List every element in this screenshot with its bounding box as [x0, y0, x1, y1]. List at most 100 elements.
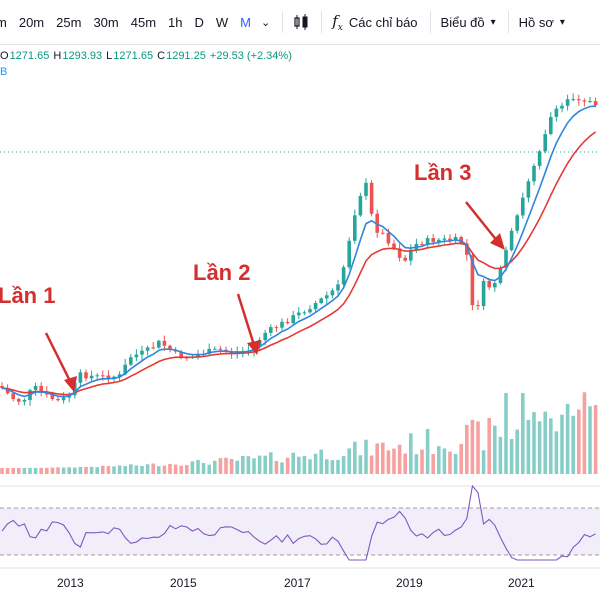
- close-key: C: [157, 50, 166, 62]
- chart-type-label: Biểu đồ: [440, 14, 485, 30]
- volume-bar: [179, 465, 183, 474]
- x-axis-label: 2013: [57, 576, 84, 590]
- volume-bar: [330, 460, 335, 474]
- candle-body: [280, 321, 284, 328]
- volume-bar: [134, 465, 139, 474]
- volume-bar: [308, 459, 312, 474]
- candle-body: [509, 230, 514, 251]
- annotation-arrow-3: [465, 201, 505, 250]
- x-axis-label: 2021: [508, 576, 535, 590]
- candle-body: [425, 238, 430, 245]
- indicators-button[interactable]: fx Các chỉ báo: [332, 12, 417, 33]
- volume-bar: [313, 453, 318, 474]
- volume-bar: [459, 444, 463, 474]
- chart-type-button[interactable]: Biểu đồ ▾: [441, 15, 496, 30]
- timeframe-30m[interactable]: 30m: [93, 14, 119, 30]
- candle-body: [526, 181, 531, 198]
- profile-button[interactable]: Hồ sơ ▾: [519, 15, 565, 30]
- close-value: 1291.25: [166, 50, 206, 62]
- candle-body: [50, 394, 55, 400]
- volume-bar: [543, 411, 547, 474]
- timeframe-25m[interactable]: 25m: [56, 14, 82, 30]
- candle-body: [420, 243, 424, 245]
- volume-bar: [17, 467, 21, 474]
- candle-body: [336, 284, 340, 291]
- low-value: 1271.65: [113, 50, 154, 62]
- volume-bar: [190, 461, 195, 474]
- candle-body: [498, 267, 503, 283]
- timeframe-d[interactable]: D: [194, 14, 204, 30]
- volume-bar: [420, 449, 424, 474]
- volume-bar: [560, 414, 564, 474]
- volume-bar: [437, 446, 441, 474]
- candle-body: [302, 312, 307, 314]
- volume-bar: [218, 458, 223, 474]
- price-chart[interactable]: [0, 44, 600, 574]
- volume-bar: [347, 448, 351, 474]
- candle-body: [207, 348, 211, 354]
- candle-body: [145, 347, 150, 351]
- volume-bar: [532, 412, 536, 474]
- volume-bar: [465, 424, 469, 474]
- volume-bar: [224, 457, 228, 474]
- candle-body: [448, 238, 452, 241]
- timeframe-20m[interactable]: 20m: [18, 14, 45, 30]
- volume-bar: [5, 467, 10, 474]
- volume-bar: [549, 418, 553, 474]
- volume-bar: [140, 465, 144, 474]
- candle-body: [364, 182, 368, 196]
- volume-bar: [504, 392, 508, 474]
- volume-bar: [162, 465, 167, 474]
- volume-bar: [381, 442, 385, 474]
- candle-body: [504, 250, 508, 268]
- volume-bar: [577, 409, 581, 474]
- volume-bar: [403, 453, 407, 474]
- volume-bar: [151, 463, 155, 474]
- volume-bar: [157, 466, 161, 474]
- volume-bar: [582, 392, 587, 474]
- volume-bar: [61, 467, 66, 474]
- candle-body: [521, 197, 525, 216]
- volume-bar: [498, 436, 503, 474]
- candle-body: [392, 243, 396, 249]
- volume-bar: [319, 449, 323, 474]
- timeframe-chevron-down-icon[interactable]: ⌄: [261, 16, 271, 29]
- volume-bar: [341, 456, 346, 474]
- volume-bar: [95, 467, 99, 474]
- volume-bar: [207, 464, 211, 474]
- candle-body: [157, 340, 161, 348]
- candle-body: [101, 375, 105, 377]
- volume-bar: [50, 467, 55, 474]
- volume-bar: [554, 431, 559, 474]
- timeframe-m[interactable]: M: [240, 14, 252, 30]
- candle-body: [397, 248, 402, 258]
- volume-bar: [73, 467, 77, 474]
- volume-bar: [297, 456, 301, 474]
- volume-bar: [0, 467, 4, 474]
- candle-body: [341, 267, 346, 285]
- candle-body: [515, 215, 519, 231]
- candle-body: [470, 254, 475, 306]
- volume-bar: [274, 460, 279, 474]
- toolbar-divider: [321, 11, 323, 33]
- volume-bar: [476, 421, 480, 474]
- candle-body: [168, 345, 172, 350]
- volume-bar: [369, 455, 374, 474]
- high-key: H: [53, 50, 62, 62]
- ma-fast-line: [1, 105, 596, 398]
- volume-bar: [453, 454, 458, 474]
- volume-bar: [269, 452, 273, 474]
- volume-bar: [448, 451, 452, 474]
- candle-body: [56, 399, 60, 401]
- volume-bar: [201, 463, 206, 474]
- candles-button[interactable]: [293, 13, 309, 31]
- timeframe-partial-m[interactable]: m: [0, 15, 7, 30]
- timeframe-1h[interactable]: 1h: [168, 14, 183, 30]
- volume-bar: [526, 419, 531, 474]
- timeframe-45m[interactable]: 45m: [130, 14, 157, 30]
- candle-body: [218, 348, 223, 350]
- volume-bar: [45, 467, 49, 474]
- timeframe-w[interactable]: W: [215, 14, 229, 30]
- candle-body: [375, 213, 379, 233]
- volume-bar: [364, 439, 368, 474]
